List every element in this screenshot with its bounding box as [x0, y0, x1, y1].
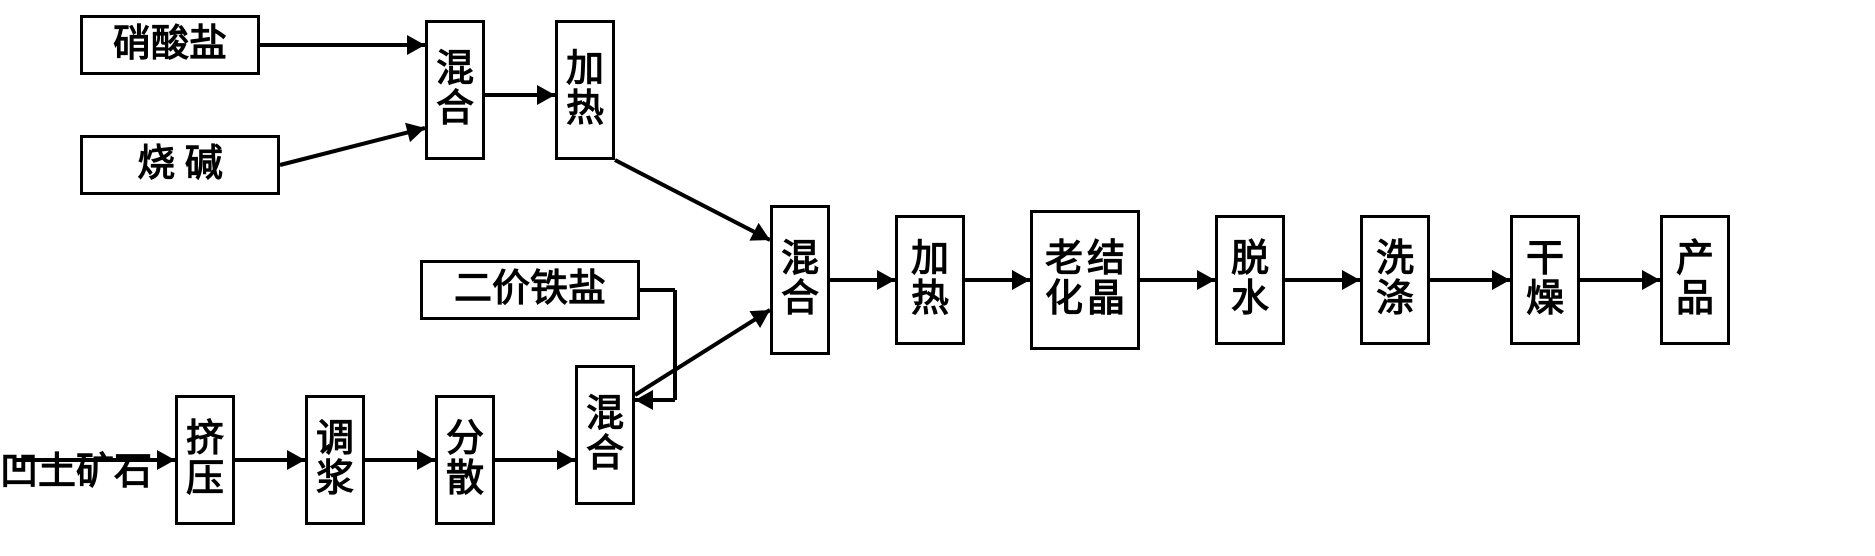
- box-extrude: 挤压: [175, 395, 235, 525]
- box-disperse: 分散: [435, 395, 495, 525]
- box-aging-label: 老化结晶: [1043, 240, 1127, 320]
- box-product: 产品: [1660, 215, 1730, 345]
- box-mix1: 混合: [425, 20, 485, 160]
- box-mix1-label: 混合: [436, 50, 474, 130]
- box-heat1-label: 加热: [566, 50, 604, 130]
- box-slurry: 调浆: [305, 395, 365, 525]
- box-dry: 干燥: [1510, 215, 1580, 345]
- box-heat2: 加热: [895, 215, 965, 345]
- box-fe2: 二价铁盐: [420, 260, 640, 320]
- box-slurry-label: 调浆: [316, 420, 354, 500]
- box-heat1: 加热: [555, 20, 615, 160]
- box-heat2-label: 加热: [911, 240, 949, 320]
- box-nitrate-label: 硝酸盐: [113, 25, 227, 65]
- box-mix2: 混合: [575, 365, 635, 505]
- box-product-label: 产品: [1676, 240, 1714, 320]
- box-disperse-label: 分散: [446, 420, 484, 500]
- box-wash-label: 洗涤: [1376, 240, 1414, 320]
- box-naoh-label: 烧 碱: [137, 145, 223, 185]
- box-dewater-label: 脱水: [1231, 240, 1269, 320]
- box-aging: 老化结晶: [1030, 210, 1140, 350]
- box-nitrate: 硝酸盐: [80, 15, 260, 75]
- box-dry-label: 干燥: [1526, 240, 1564, 320]
- box-extrude-label: 挤压: [186, 420, 224, 500]
- label-ore: 凹土矿石: [0, 440, 152, 495]
- box-mix3-label: 混合: [781, 240, 819, 320]
- box-wash: 洗涤: [1360, 215, 1430, 345]
- label-ore-text: 凹土矿石: [0, 451, 152, 493]
- box-dewater: 脱水: [1215, 215, 1285, 345]
- box-fe2-label: 二价铁盐: [454, 270, 606, 310]
- box-naoh: 烧 碱: [80, 135, 280, 195]
- box-mix3: 混合: [770, 205, 830, 355]
- box-mix2-label: 混合: [586, 395, 624, 475]
